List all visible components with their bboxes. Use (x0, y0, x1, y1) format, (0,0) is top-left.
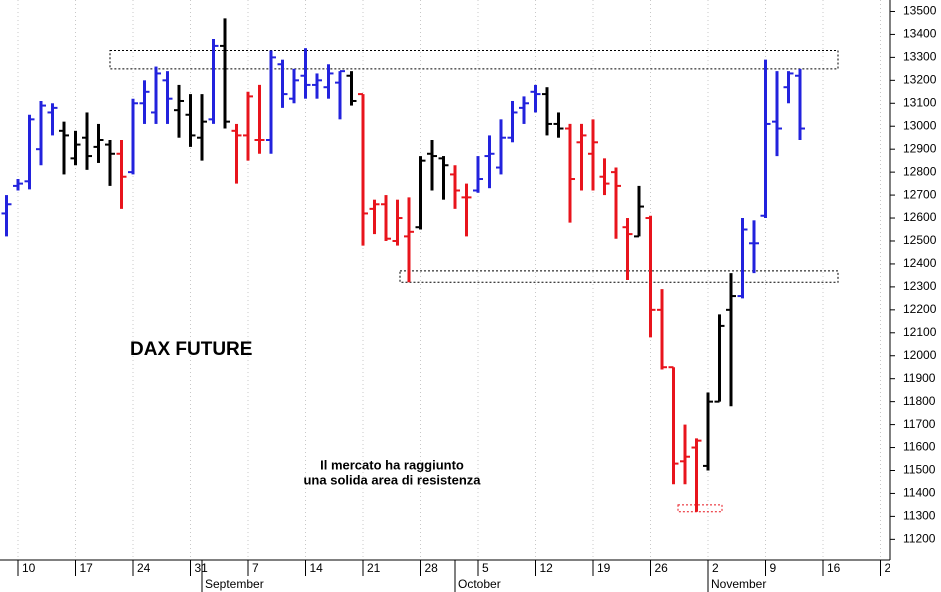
y-tick-label: 12300 (903, 279, 937, 293)
x-tick-label: 16 (827, 561, 841, 575)
y-tick-label: 12600 (903, 210, 937, 224)
month-label: September (205, 577, 264, 591)
month-label: November (711, 577, 766, 591)
y-tick-label: 12400 (903, 256, 937, 270)
x-tick-label: 19 (597, 561, 611, 575)
chart-title: DAX FUTURE (130, 339, 252, 360)
y-tick-label: 12800 (903, 164, 937, 178)
month-label: October (458, 577, 501, 591)
x-tick-label: 10 (22, 561, 36, 575)
annotation: una solida area di resistenza (303, 472, 481, 487)
y-tick-label: 13500 (903, 4, 937, 18)
x-tick-label: 5 (482, 561, 489, 575)
x-tick-label: 2 (712, 561, 719, 575)
resistance-zone (399, 270, 839, 283)
y-tick-label: 11400 (903, 486, 936, 500)
x-tick-label: 21 (367, 561, 381, 575)
y-tick-label: 11500 (903, 463, 936, 477)
y-tick-label: 11900 (903, 371, 936, 385)
x-tick-label: 31 (195, 561, 209, 575)
y-tick-label: 13300 (903, 50, 937, 64)
y-tick-label: 11600 (903, 440, 936, 454)
y-tick-label: 12500 (903, 233, 937, 247)
y-tick-label: 13000 (903, 118, 937, 132)
y-tick-label: 13400 (903, 27, 937, 41)
x-tick-label: 28 (425, 561, 439, 575)
x-tick-label: 7 (252, 561, 259, 575)
y-tick-label: 11300 (903, 509, 936, 523)
y-tick-label: 12900 (903, 141, 937, 155)
y-tick-label: 12000 (903, 348, 937, 362)
resistance-zone (677, 504, 723, 513)
x-tick-label: 23 (885, 561, 899, 575)
y-tick-label: 11700 (903, 417, 936, 431)
annotation: Il mercato ha raggiunto (320, 457, 464, 472)
y-tick-label: 13100 (903, 95, 937, 109)
x-tick-label: 24 (137, 561, 151, 575)
y-tick-label: 11200 (903, 532, 936, 546)
y-tick-label: 12200 (903, 302, 937, 316)
x-tick-label: 14 (310, 561, 324, 575)
y-tick-label: 12700 (903, 187, 937, 201)
y-tick-label: 13200 (903, 72, 937, 86)
x-tick-label: 26 (655, 561, 669, 575)
resistance-zone (109, 49, 839, 70)
x-tick-label: 9 (770, 561, 777, 575)
y-tick-label: 11800 (903, 394, 936, 408)
x-tick-label: 12 (540, 561, 554, 575)
grid-layer (17, 0, 881, 560)
x-tick-label: 17 (80, 561, 94, 575)
plot-area: 10 17 24 31 7 14 21 28 5 12 19 26 2 9 16 23 (1, 18, 899, 575)
y-tick-label: 12100 (903, 325, 937, 339)
